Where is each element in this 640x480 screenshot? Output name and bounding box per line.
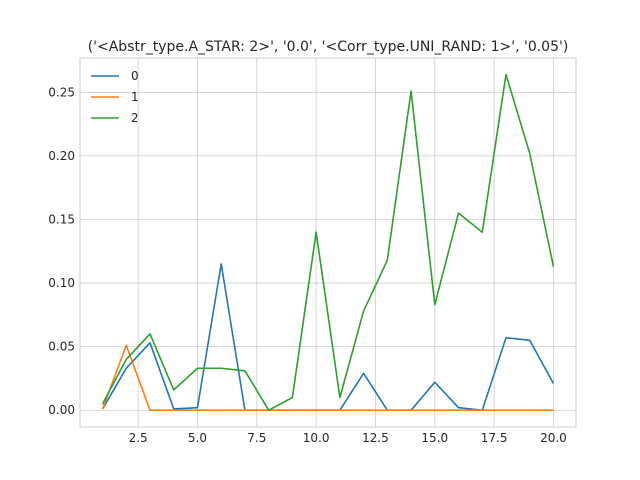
legend: 0 1 2 bbox=[91, 69, 139, 125]
y-tick-label: 0.25 bbox=[48, 85, 75, 99]
series-line-2 bbox=[101, 73, 555, 412]
y-axis-ticks: 0.00 0.05 0.10 0.15 0.20 0.25 bbox=[48, 85, 75, 417]
legend-label-0: 0 bbox=[131, 69, 139, 83]
series-lines bbox=[101, 73, 555, 412]
x-tick-label: 7.5 bbox=[247, 431, 266, 445]
x-tick-label: 12.5 bbox=[362, 431, 389, 445]
legend-label-1: 1 bbox=[131, 90, 139, 104]
chart-title: ('<Abstr_type.A_STAR: 2>', '0.0', '<Corr… bbox=[88, 39, 569, 55]
x-axis-ticks: 2.5 5.0 7.5 10.0 12.5 15.0 17.5 20.0 bbox=[129, 431, 567, 445]
plot-frame bbox=[79, 57, 577, 428]
x-tick-label: 17.5 bbox=[481, 431, 508, 445]
x-tick-label: 5.0 bbox=[188, 431, 207, 445]
y-tick-label: 0.10 bbox=[48, 276, 75, 290]
x-tick-label: 2.5 bbox=[129, 431, 148, 445]
x-tick-label: 10.0 bbox=[303, 431, 330, 445]
y-tick-label: 0.00 bbox=[48, 403, 75, 417]
x-tick-label: 15.0 bbox=[421, 431, 448, 445]
x-tick-label: 20.0 bbox=[540, 431, 567, 445]
series-line-1 bbox=[101, 344, 554, 412]
y-tick-label: 0.15 bbox=[48, 212, 75, 226]
legend-label-2: 2 bbox=[131, 111, 139, 125]
y-tick-label: 0.05 bbox=[48, 340, 75, 354]
y-tick-label: 0.20 bbox=[48, 149, 75, 163]
